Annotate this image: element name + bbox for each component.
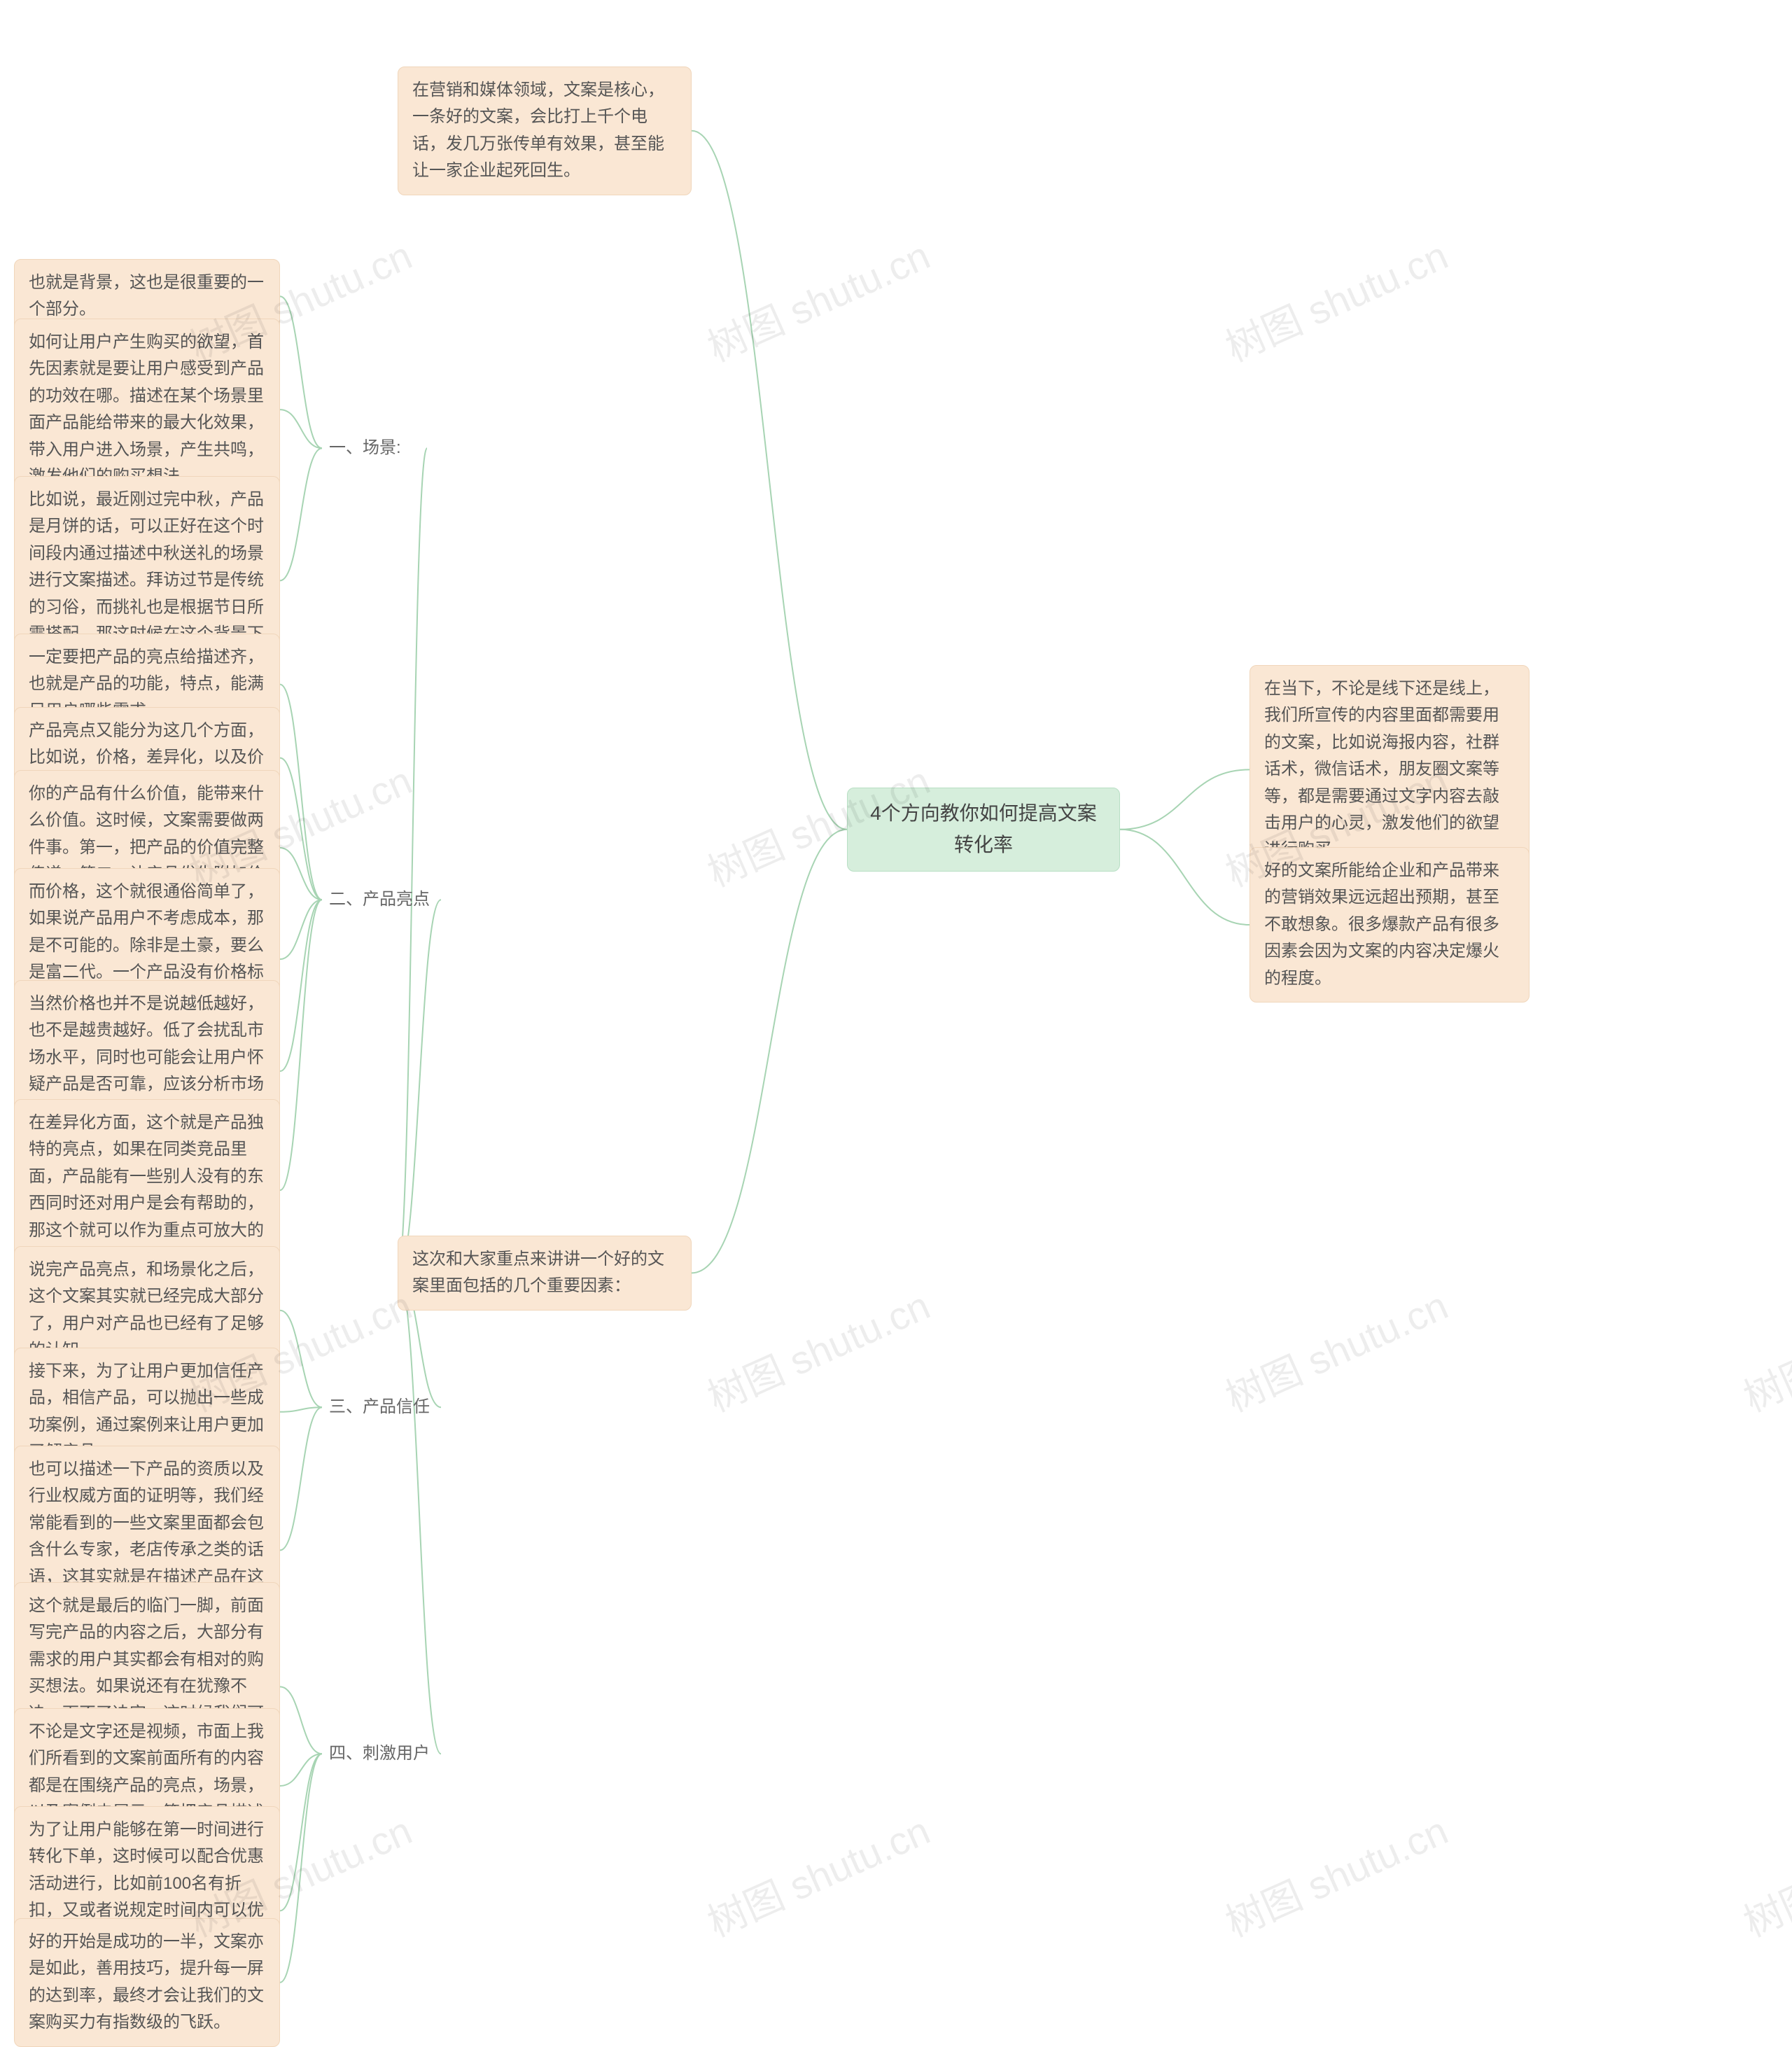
category-highlights: 二、产品亮点 xyxy=(322,882,441,917)
left-intro-1: 这次和大家重点来讲讲一个好的文案里面包括的几个重要因素： xyxy=(398,1236,692,1311)
watermark: 树图 shutu.cn xyxy=(701,1284,936,1420)
left-intro-0: 在营销和媒体领域，文案是核心，一条好的文案，会比打上千个电话，发几万张传单有效果… xyxy=(398,67,692,195)
watermark: 树图 shutu.cn xyxy=(1219,1809,1454,1945)
root-node: 4个方向教你如何提高文案转化率 xyxy=(847,788,1120,872)
category-scene: 一、场景: xyxy=(322,431,427,466)
watermark: 树图 shutu.cn xyxy=(1219,1284,1454,1420)
category-trust: 三、产品信任 xyxy=(322,1390,441,1425)
watermark: 树图 shutu.cn xyxy=(1737,1284,1792,1420)
leaf-0-1: 如何让用户产生购买的欲望，首先因素就是要让用户感受到产品的功效在哪。描述在某个场… xyxy=(14,319,280,501)
watermark: 树图 shutu.cn xyxy=(701,234,936,370)
watermark: 树图 shutu.cn xyxy=(701,1809,936,1945)
watermark: 树图 shutu.cn xyxy=(1737,1809,1792,1945)
right-branch-1: 好的文案所能给企业和产品带来的营销效果远远超出预期，甚至不敢想象。很多爆款产品有… xyxy=(1250,847,1530,1002)
leaf-3-3: 好的开始是成功的一半，文案亦是如此，善用技巧，提升每一屏的达到率，最终才会让我们… xyxy=(14,1918,280,2047)
category-stimulate: 四、刺激用户 xyxy=(322,1736,441,1771)
right-branch-0: 在当下，不论是线下还是线上，我们所宣传的内容里面都需要用的文案，比如说海报内容，… xyxy=(1250,665,1530,874)
watermark: 树图 shutu.cn xyxy=(1219,234,1454,370)
